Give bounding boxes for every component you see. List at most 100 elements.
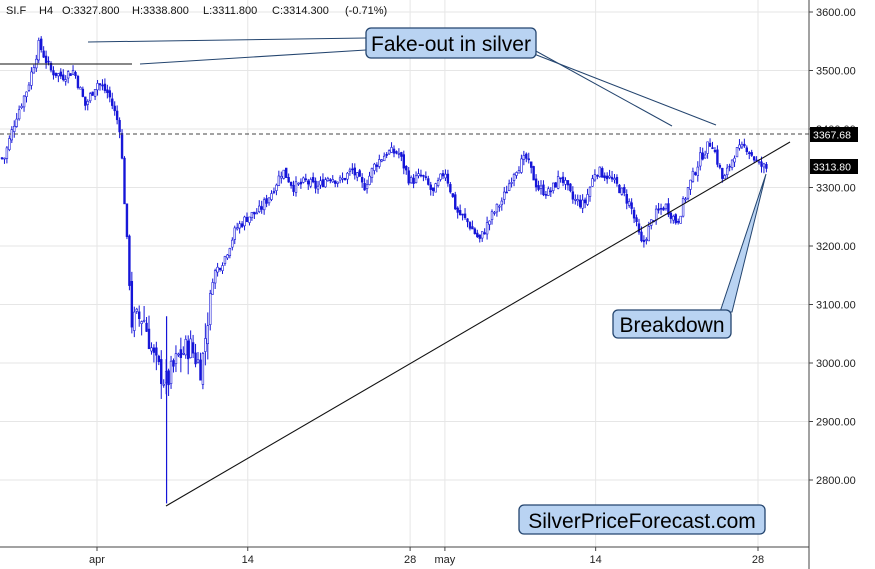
candle [111, 92, 114, 110]
candle [307, 178, 310, 190]
candle [583, 197, 587, 209]
fakeout-connector-1 [87, 37, 367, 43]
candle [681, 196, 685, 218]
candle [250, 211, 254, 221]
candle [169, 355, 173, 389]
candle [578, 194, 582, 209]
candle [236, 222, 239, 231]
candle [480, 231, 484, 242]
candle [240, 221, 244, 229]
candle [444, 169, 447, 182]
candle [81, 86, 85, 98]
candle [13, 120, 16, 138]
candle [488, 220, 491, 231]
candle [527, 152, 530, 164]
candle [672, 214, 675, 224]
candle [574, 194, 577, 205]
candle [676, 218, 680, 225]
candle [177, 352, 180, 358]
candle [752, 156, 756, 164]
candle [520, 154, 523, 174]
header-low: L:3311.800 [203, 5, 257, 17]
candle [385, 152, 388, 159]
candle [187, 335, 190, 375]
candle [71, 65, 75, 76]
candle [324, 177, 327, 188]
candle [113, 101, 116, 116]
candle [89, 91, 92, 104]
fakeout-connector-4 [533, 53, 717, 126]
candle [733, 155, 736, 168]
candle [74, 70, 77, 79]
candle [22, 95, 26, 112]
candle [542, 180, 545, 197]
candle [605, 172, 609, 184]
candle [412, 174, 415, 189]
candle [184, 335, 187, 359]
candle [93, 89, 97, 101]
candle [691, 167, 695, 183]
candle [713, 147, 717, 154]
candle [231, 237, 234, 251]
x-tick-label: 28 [404, 554, 416, 566]
candle [289, 181, 293, 189]
rising-support-trendline [165, 141, 791, 507]
candle [209, 289, 212, 331]
candle [155, 341, 158, 371]
candle [586, 188, 589, 206]
candle [576, 194, 579, 206]
grid-lines [0, 0, 809, 547]
candle [375, 162, 379, 173]
candle [596, 174, 599, 180]
breakdown-callout: Breakdown [612, 309, 732, 339]
candle [735, 146, 739, 158]
y-tick-label: 3000.00 [816, 358, 856, 370]
candle [84, 96, 87, 111]
candle [138, 305, 141, 327]
candles [0, 36, 768, 504]
candle [316, 181, 320, 194]
candle [588, 186, 592, 202]
candle [706, 141, 709, 159]
annotation-lines [0, 37, 809, 507]
candle [302, 176, 305, 184]
candle [297, 182, 300, 186]
candle [25, 91, 28, 103]
candle [174, 345, 178, 373]
candle [20, 103, 23, 110]
candle [564, 177, 567, 190]
candle [473, 227, 477, 235]
candle [358, 168, 361, 177]
candle [591, 174, 594, 187]
candle [370, 167, 374, 183]
candle [679, 215, 682, 224]
candle [632, 207, 636, 224]
x-axis: apr 14 28 may 14 28 [89, 547, 764, 566]
plot-area [0, 0, 809, 547]
candle [456, 206, 459, 219]
watermark-callout: SilverPriceForecast.com [518, 504, 766, 535]
candle [400, 151, 403, 162]
header-change: (-0.71%) [345, 5, 387, 17]
y-tick-label: 3300.00 [816, 183, 856, 195]
candle [331, 175, 334, 183]
x-tick-label: 14 [242, 554, 254, 566]
candle [645, 237, 648, 245]
candle [66, 70, 70, 84]
candle [218, 267, 222, 272]
candle [57, 72, 60, 83]
candle [552, 182, 555, 194]
candle [15, 113, 18, 128]
candle [79, 86, 82, 90]
candle [343, 177, 347, 181]
candle [434, 182, 437, 193]
candle [684, 196, 687, 203]
candle [10, 126, 13, 144]
x-tick-label: 28 [752, 554, 764, 566]
candle [128, 234, 131, 291]
candle [311, 172, 315, 184]
candle [436, 177, 440, 188]
candle [571, 186, 575, 204]
candle [667, 198, 670, 218]
candle [196, 352, 200, 364]
